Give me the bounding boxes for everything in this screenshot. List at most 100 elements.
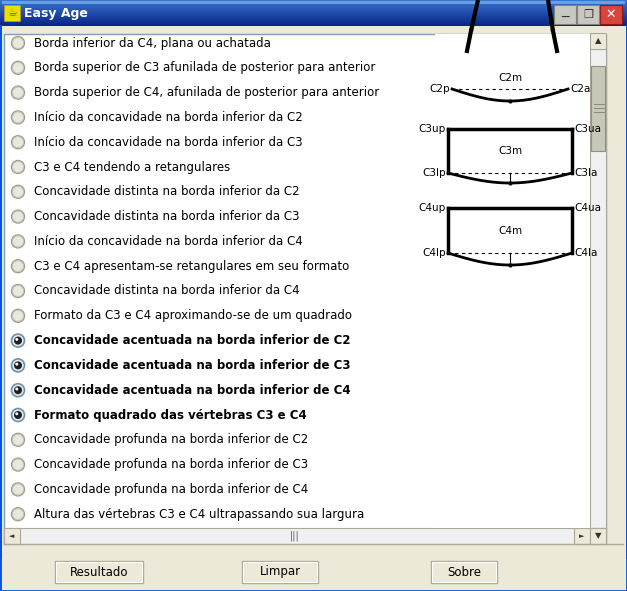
Bar	[0, 17, 627, 18]
Circle shape	[11, 111, 24, 124]
Bar	[0, 21, 627, 22]
Circle shape	[13, 211, 23, 222]
Circle shape	[11, 259, 24, 272]
Bar	[590, 528, 606, 544]
Text: C4la: C4la	[574, 248, 598, 258]
Bar	[0, 3, 627, 4]
Text: C3ua: C3ua	[574, 124, 601, 134]
Text: Sobre: Sobre	[447, 566, 481, 579]
Circle shape	[11, 483, 24, 496]
Text: Início da concavidade na borda inferior da C3: Início da concavidade na borda inferior …	[34, 136, 303, 149]
Text: C3la: C3la	[574, 168, 598, 178]
Text: C2m: C2m	[498, 73, 522, 83]
Circle shape	[15, 413, 18, 415]
Circle shape	[13, 459, 23, 470]
Text: C3lp: C3lp	[423, 168, 446, 178]
Bar	[2, 1, 625, 2]
Circle shape	[14, 411, 22, 419]
Circle shape	[11, 235, 24, 248]
Text: Concavidade distinta na borda inferior da C2: Concavidade distinta na borda inferior d…	[34, 186, 300, 199]
Text: Concavidade distinta na borda inferior da C4: Concavidade distinta na borda inferior d…	[34, 284, 300, 297]
Text: C4ua: C4ua	[574, 203, 601, 213]
Circle shape	[11, 309, 24, 322]
Text: C4up: C4up	[419, 203, 446, 213]
Bar	[4, 34, 606, 544]
Circle shape	[11, 433, 24, 446]
Circle shape	[11, 61, 24, 74]
Circle shape	[13, 484, 23, 495]
Circle shape	[11, 334, 24, 347]
Circle shape	[13, 186, 23, 197]
Text: C4m: C4m	[498, 226, 522, 235]
Text: ─: ─	[561, 11, 569, 24]
Bar	[0, 19, 627, 20]
Circle shape	[13, 112, 23, 123]
Bar	[600, 5, 622, 24]
Bar	[4, 5, 20, 21]
Bar	[0, 15, 627, 16]
Text: |||: |||	[290, 531, 300, 541]
Text: Concavidade acentuada na borda inferior de C3: Concavidade acentuada na borda inferior …	[34, 359, 350, 372]
Circle shape	[15, 388, 18, 391]
Circle shape	[15, 363, 18, 366]
Circle shape	[14, 362, 22, 369]
Bar	[0, 11, 627, 12]
Bar	[2, 3, 625, 4]
Circle shape	[11, 210, 24, 223]
Text: ☕: ☕	[7, 8, 17, 18]
Text: ✕: ✕	[606, 8, 616, 21]
Text: ▲: ▲	[595, 37, 601, 46]
Bar	[590, 528, 606, 544]
Circle shape	[15, 338, 18, 341]
Bar	[4, 528, 590, 544]
Circle shape	[11, 458, 24, 471]
Text: ►: ►	[579, 533, 585, 539]
Text: Concavidade profunda na borda inferior de C2: Concavidade profunda na borda inferior d…	[34, 433, 308, 446]
Bar	[0, 12, 627, 13]
Bar	[0, 10, 627, 11]
Circle shape	[13, 161, 23, 173]
Circle shape	[11, 186, 24, 199]
Circle shape	[13, 62, 23, 73]
Circle shape	[11, 86, 24, 99]
Circle shape	[13, 236, 23, 247]
Circle shape	[11, 508, 24, 521]
Circle shape	[13, 37, 23, 48]
Bar	[0, 9, 627, 10]
Text: C2a: C2a	[570, 84, 591, 94]
Circle shape	[13, 261, 23, 272]
Text: Borda superior de C4, afunilada de posterior para anterior: Borda superior de C4, afunilada de poste…	[34, 86, 379, 99]
Text: Concavidade acentuada na borda inferior de C2: Concavidade acentuada na borda inferior …	[34, 334, 350, 347]
Bar	[0, 7, 627, 8]
Bar	[0, 24, 627, 25]
Circle shape	[13, 285, 23, 297]
Text: Limpar: Limpar	[260, 566, 300, 579]
Circle shape	[11, 408, 24, 421]
Circle shape	[13, 310, 23, 322]
Circle shape	[14, 386, 22, 394]
Text: C3m: C3m	[498, 146, 522, 156]
Circle shape	[11, 384, 24, 397]
Circle shape	[11, 136, 24, 149]
Bar	[0, 0, 627, 1]
Circle shape	[13, 434, 23, 445]
Circle shape	[13, 87, 23, 98]
Bar	[0, 25, 627, 26]
Text: Formato da C3 e C4 aproximando-se de um quadrado: Formato da C3 e C4 aproximando-se de um …	[34, 309, 352, 322]
Bar	[554, 5, 576, 24]
Bar	[243, 562, 317, 582]
Text: Formato quadrado das vértebras C3 e C4: Formato quadrado das vértebras C3 e C4	[34, 408, 307, 421]
Bar	[574, 528, 590, 544]
Bar	[55, 561, 143, 583]
Bar	[432, 562, 496, 582]
Text: Concavidade distinta na borda inferior da C3: Concavidade distinta na borda inferior d…	[34, 210, 300, 223]
Bar	[0, 18, 627, 19]
Text: Borda superior de C3 afunilada de posterior para anterior: Borda superior de C3 afunilada de poster…	[34, 61, 376, 74]
Text: C3up: C3up	[419, 124, 446, 134]
Bar	[4, 544, 623, 559]
Bar	[590, 33, 606, 49]
Text: Início da concavidade na borda inferior da C4: Início da concavidade na borda inferior …	[34, 235, 303, 248]
Bar	[0, 6, 627, 7]
Text: Resultado: Resultado	[70, 566, 129, 579]
Bar	[4, 528, 20, 544]
